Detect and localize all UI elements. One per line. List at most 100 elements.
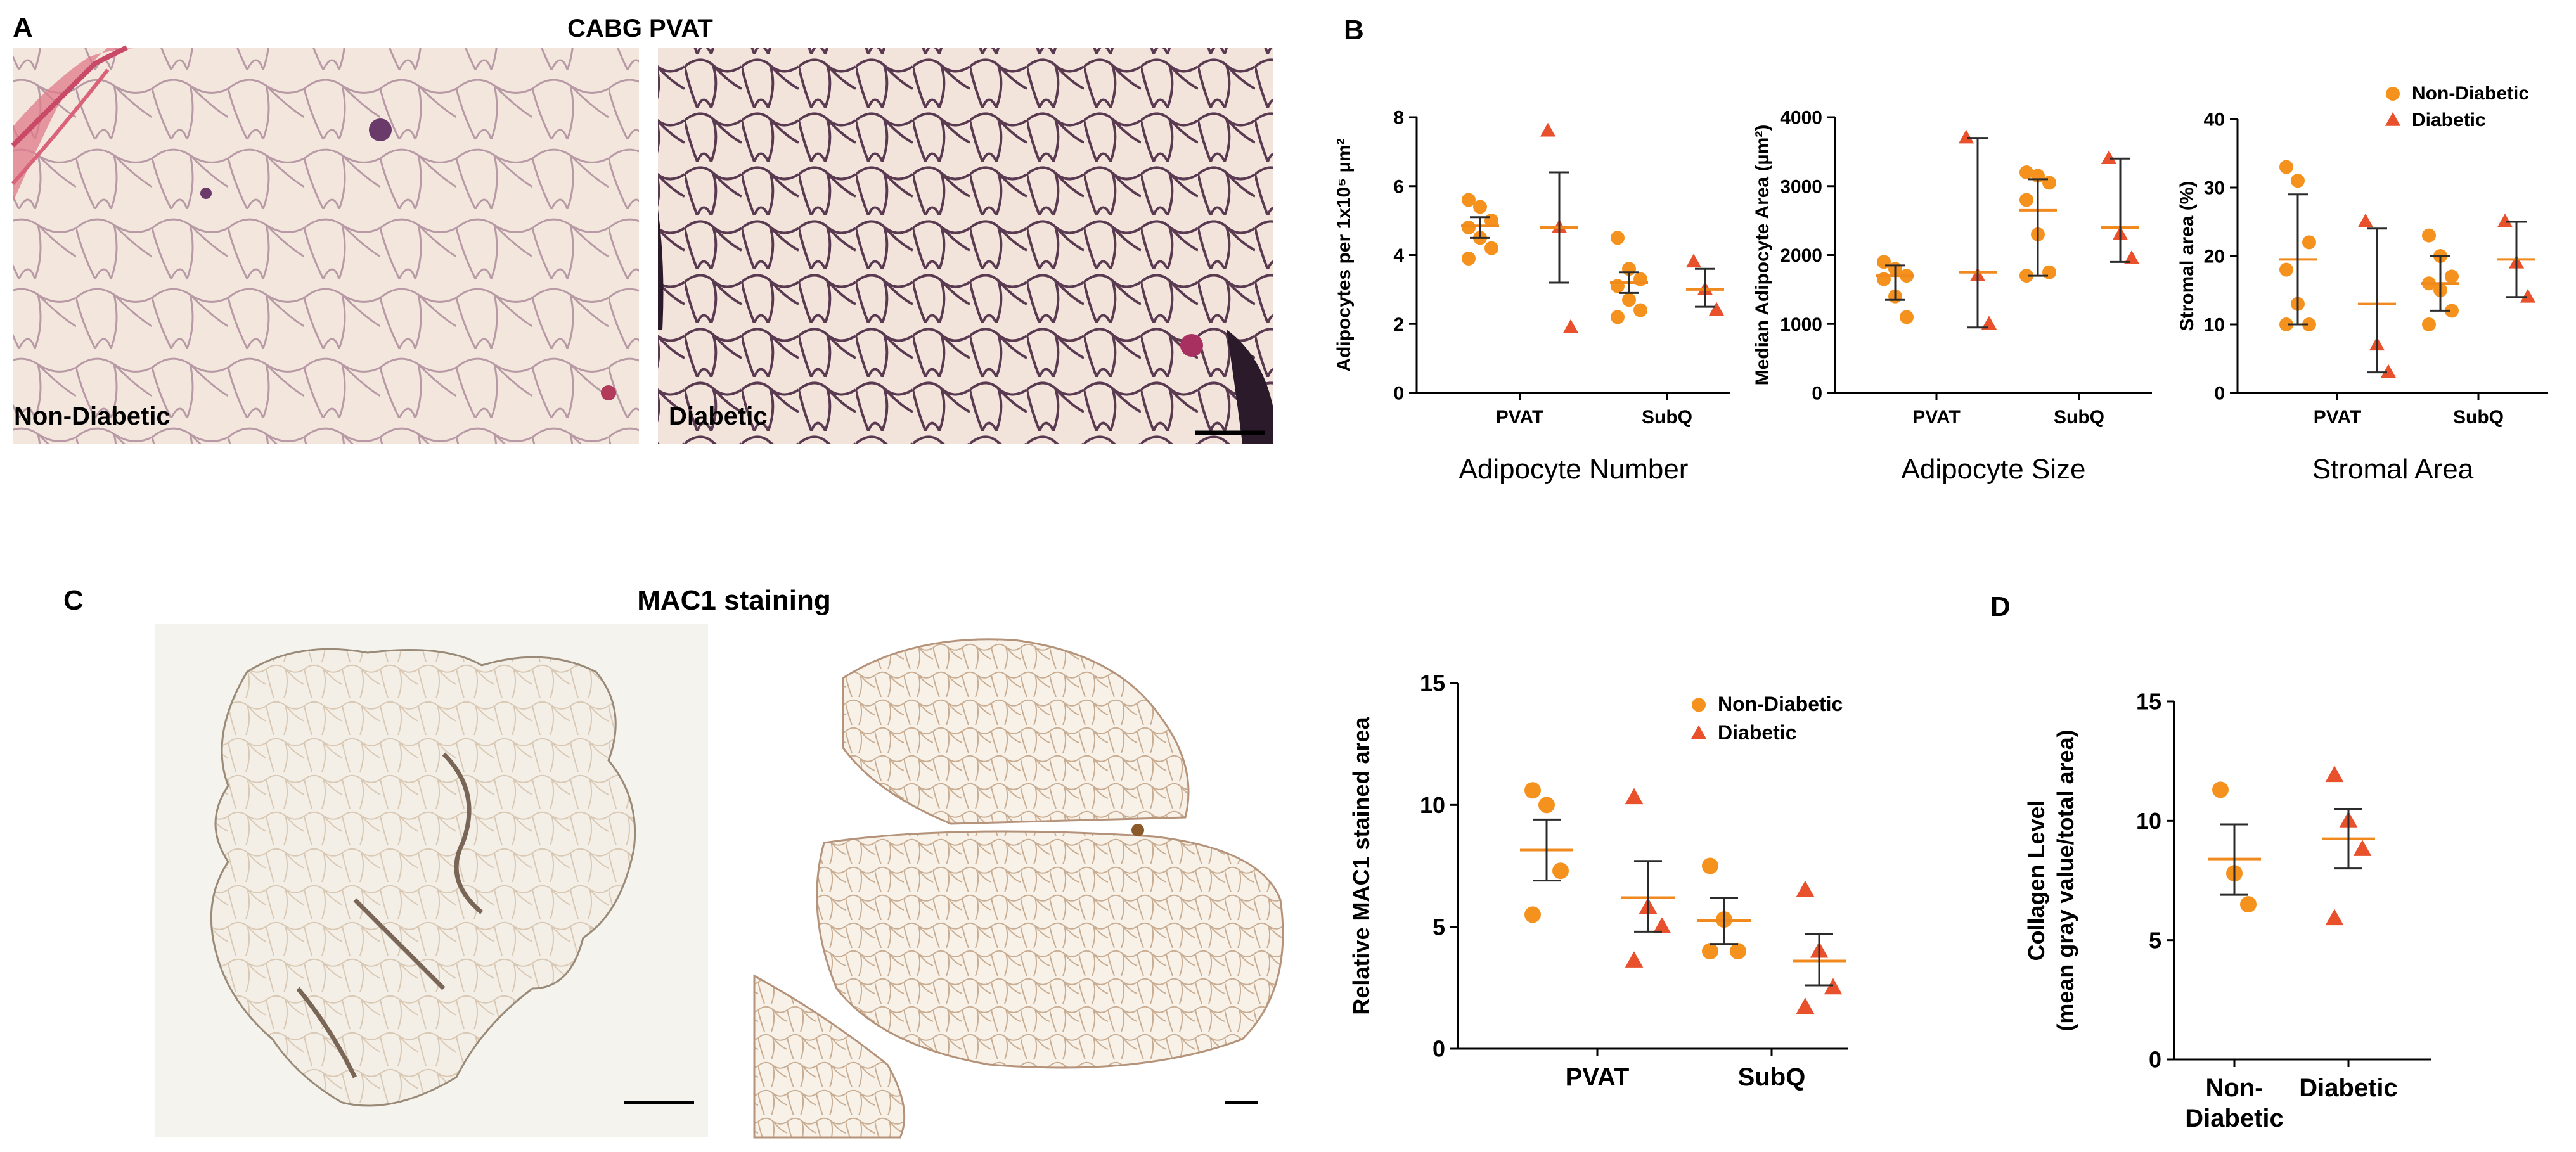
x-tick-label: Diabetic xyxy=(2299,1074,2398,1102)
data-point xyxy=(2325,765,2344,783)
legend-label: Non-Diabetic xyxy=(1718,693,1843,715)
panel-b-letter: B xyxy=(1344,15,1364,46)
data-point xyxy=(1562,319,1579,333)
he-micrograph-diabetic: Diabetic xyxy=(658,48,1273,444)
data-point xyxy=(2422,317,2436,331)
x-tick-label: PVAT xyxy=(1912,407,1961,428)
x-tick-label: SubQ xyxy=(2054,407,2104,428)
data-point xyxy=(2380,364,2397,378)
legend-label: Diabetic xyxy=(1718,721,1796,744)
data-point xyxy=(2445,304,2459,318)
data-point xyxy=(1796,997,1815,1014)
data-point xyxy=(1524,906,1541,923)
data-point xyxy=(1796,880,1815,897)
y-tick-label: 10 xyxy=(1420,792,1445,818)
y-tick-label: 15 xyxy=(2136,689,2161,715)
data-point xyxy=(1625,788,1644,805)
data-point xyxy=(1622,293,1636,307)
data-point xyxy=(2279,160,2293,174)
data-point xyxy=(1981,316,1997,330)
data-point xyxy=(2422,228,2436,243)
data-point xyxy=(2019,193,2033,207)
x-axis-title: Stromal Area xyxy=(2312,454,2474,485)
mac1-micrograph-diabetic xyxy=(751,624,1310,1139)
data-point xyxy=(1633,303,1647,317)
data-point xyxy=(2357,214,2374,227)
y-tick-label: 2000 xyxy=(1780,245,1822,266)
data-point xyxy=(2212,781,2229,798)
data-point xyxy=(2302,235,2316,250)
panel-c-letter: C xyxy=(63,585,84,616)
y-tick-label: 6 xyxy=(1393,176,1404,197)
data-point xyxy=(1552,862,1569,880)
data-point xyxy=(1473,200,1487,214)
legend-label: Diabetic xyxy=(2412,110,2486,131)
y-tick-label: 1000 xyxy=(1780,314,1822,335)
x-tick-label: PVAT xyxy=(2314,407,2362,428)
y-tick-label: 8 xyxy=(1393,108,1404,129)
y-tick-label: 4000 xyxy=(1780,108,1822,129)
y-tick-label: 40 xyxy=(2204,110,2225,131)
legend-marker xyxy=(1690,725,1707,739)
data-point xyxy=(1633,272,1647,286)
legend-marker xyxy=(1692,698,1706,712)
data-point xyxy=(1625,951,1644,968)
chart-mac1-stained-area: 0 5 10 15 PVAT SubQ Relative MAC1 stained area… xyxy=(1348,670,1848,1091)
data-point xyxy=(1462,251,1476,266)
data-point xyxy=(2042,176,2056,190)
data-point xyxy=(2325,909,2344,926)
data-point xyxy=(2291,174,2305,188)
data-point xyxy=(1877,272,1891,286)
data-point xyxy=(1484,241,1498,255)
panel-a-letter: A xyxy=(13,12,33,43)
y-tick-label: 0 xyxy=(1433,1036,1445,1062)
data-point xyxy=(1685,253,1702,268)
legend-label: Non-Diabetic xyxy=(2412,83,2529,104)
y-axis-label: Adipocytes per 1x10⁵ µm² xyxy=(1334,138,1355,371)
mac1-micrograph-non-diabetic xyxy=(155,624,708,1137)
data-point xyxy=(2101,150,2117,165)
data-point xyxy=(2520,288,2536,303)
y-axis-label: Median Adipocyte Area (µm²) xyxy=(1752,125,1773,386)
legend-marker xyxy=(2386,87,2400,101)
y-tick-label: 4 xyxy=(1393,245,1404,266)
y-tick-label: 0 xyxy=(2214,383,2225,404)
data-point xyxy=(1958,129,1974,144)
y-tick-label: 20 xyxy=(2204,246,2225,267)
he-caption-non-diabetic: Non-Diabetic xyxy=(14,402,171,430)
y-tick-label: 0 xyxy=(2149,1047,2161,1073)
y-tick-label: 0 xyxy=(1812,383,1822,404)
he-micrograph-non-diabetic: Non-Diabetic xyxy=(11,45,639,444)
data-point xyxy=(2042,265,2056,279)
data-point xyxy=(2302,317,2316,331)
chart-adipocyte-number: 0 2 4 6 8 PVAT SubQ Adipocytes per 1x10⁵ µm² Adi… xyxy=(1334,108,1730,485)
data-point xyxy=(1540,122,1556,137)
data-point xyxy=(2240,896,2257,913)
data-point xyxy=(1730,943,1746,960)
x-axis-title: Adipocyte Number xyxy=(1459,454,1689,485)
y-tick-label: 3000 xyxy=(1780,176,1822,197)
y-tick-label: 10 xyxy=(2136,808,2161,834)
x-tick-label: SubQ xyxy=(1642,407,1692,428)
data-point xyxy=(1652,917,1671,934)
data-point xyxy=(1708,302,1725,316)
data-point xyxy=(2445,269,2459,284)
y-tick-label: 2 xyxy=(1393,314,1404,335)
y-axis-label: Collagen Level xyxy=(2023,800,2049,961)
y-axis-label: Stromal area (%) xyxy=(2177,181,2198,331)
data-point xyxy=(2279,317,2293,331)
data-point xyxy=(1702,857,1718,874)
panel-c-title: MAC1 staining xyxy=(637,585,831,616)
data-point xyxy=(2353,840,2372,856)
x-axis-title: Adipocyte Size xyxy=(1901,454,2085,485)
data-point xyxy=(1462,193,1476,207)
data-point xyxy=(2279,262,2293,277)
he-caption-diabetic: Diabetic xyxy=(669,402,768,430)
x-tick-label: PVAT xyxy=(1566,1063,1630,1091)
data-point xyxy=(1611,310,1625,324)
legend-marker xyxy=(2385,112,2401,126)
x-tick-label: SubQ xyxy=(2453,407,2504,428)
panel-a-title: CABG PVAT xyxy=(567,15,713,42)
x-tick-label: PVAT xyxy=(1496,407,1544,428)
